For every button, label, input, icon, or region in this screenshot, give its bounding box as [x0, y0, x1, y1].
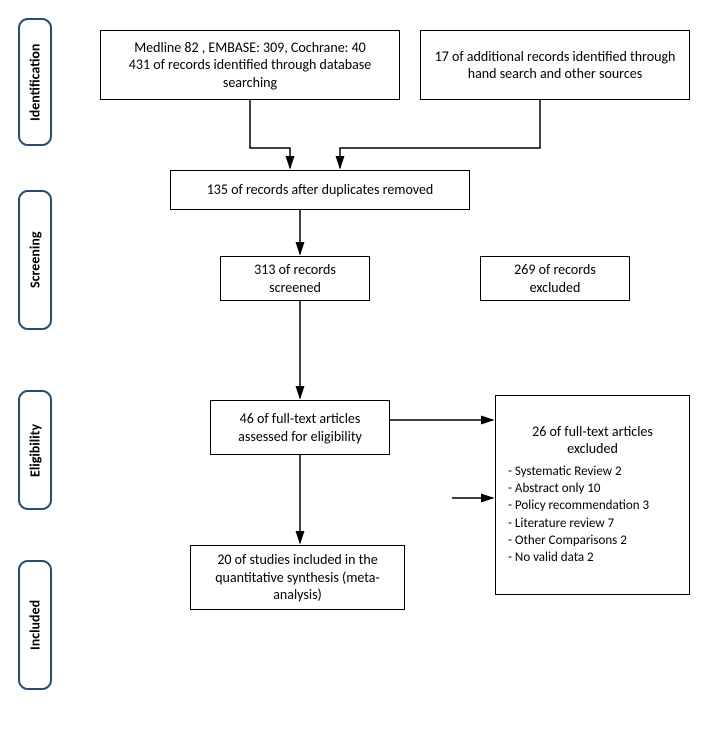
screened-text: 313 of records screened — [231, 261, 359, 296]
box-fulltext-assessed: 46 of full-text articles assessed for el… — [210, 400, 390, 455]
fulltext-text: 46 of full-text articles assessed for el… — [221, 410, 379, 445]
box-records-screened: 313 of records screened — [220, 256, 370, 301]
db-search-line1: Medline 82 , EMBASE: 309, Cochrane: 40 — [134, 39, 366, 57]
hand-search-text: 17 of additional records identified thro… — [431, 48, 679, 83]
phase-label-text: Eligibility — [27, 423, 44, 476]
box-records-excluded: 269 of records excluded — [480, 256, 630, 301]
flowchart-arrows — [0, 0, 709, 729]
box-after-duplicates: 135 of records after duplicates removed — [170, 170, 470, 210]
box-hand-search: 17 of additional records identified thro… — [420, 30, 690, 100]
fulltext-excluded-title: 26 of full-text articles excluded — [506, 423, 679, 458]
exclusion-item: Systematic Review 2 — [506, 464, 649, 480]
phase-identification: Identification — [18, 18, 52, 146]
box-database-search: Medline 82 , EMBASE: 309, Cochrane: 40 4… — [100, 30, 400, 100]
fulltext-excluded-list: Systematic Review 2 Abstract only 10 Pol… — [506, 464, 649, 568]
db-search-line2: 431 of records identified through databa… — [111, 56, 389, 91]
excluded-screen-text: 269 of records excluded — [491, 261, 619, 296]
exclusion-item: Literature review 7 — [506, 516, 649, 532]
phase-included: Included — [18, 560, 52, 690]
after-dup-text: 135 of records after duplicates removed — [207, 181, 434, 199]
box-fulltext-excluded: 26 of full-text articles excluded System… — [495, 395, 690, 595]
phase-screening: Screening — [18, 190, 52, 330]
box-studies-included: 20 of studies included in the quantitati… — [190, 545, 405, 610]
phase-label-text: Screening — [27, 232, 44, 289]
exclusion-item: No valid data 2 — [506, 550, 649, 566]
phase-label-text: Identification — [27, 43, 44, 120]
exclusion-item: Abstract only 10 — [506, 481, 649, 497]
exclusion-item: Other Comparisons 2 — [506, 533, 649, 549]
included-text: 20 of studies included in the quantitati… — [201, 551, 394, 604]
phase-label-text: Included — [27, 600, 44, 650]
phase-eligibility: Eligibility — [18, 390, 52, 510]
exclusion-item: Policy recommendation 3 — [506, 498, 649, 514]
